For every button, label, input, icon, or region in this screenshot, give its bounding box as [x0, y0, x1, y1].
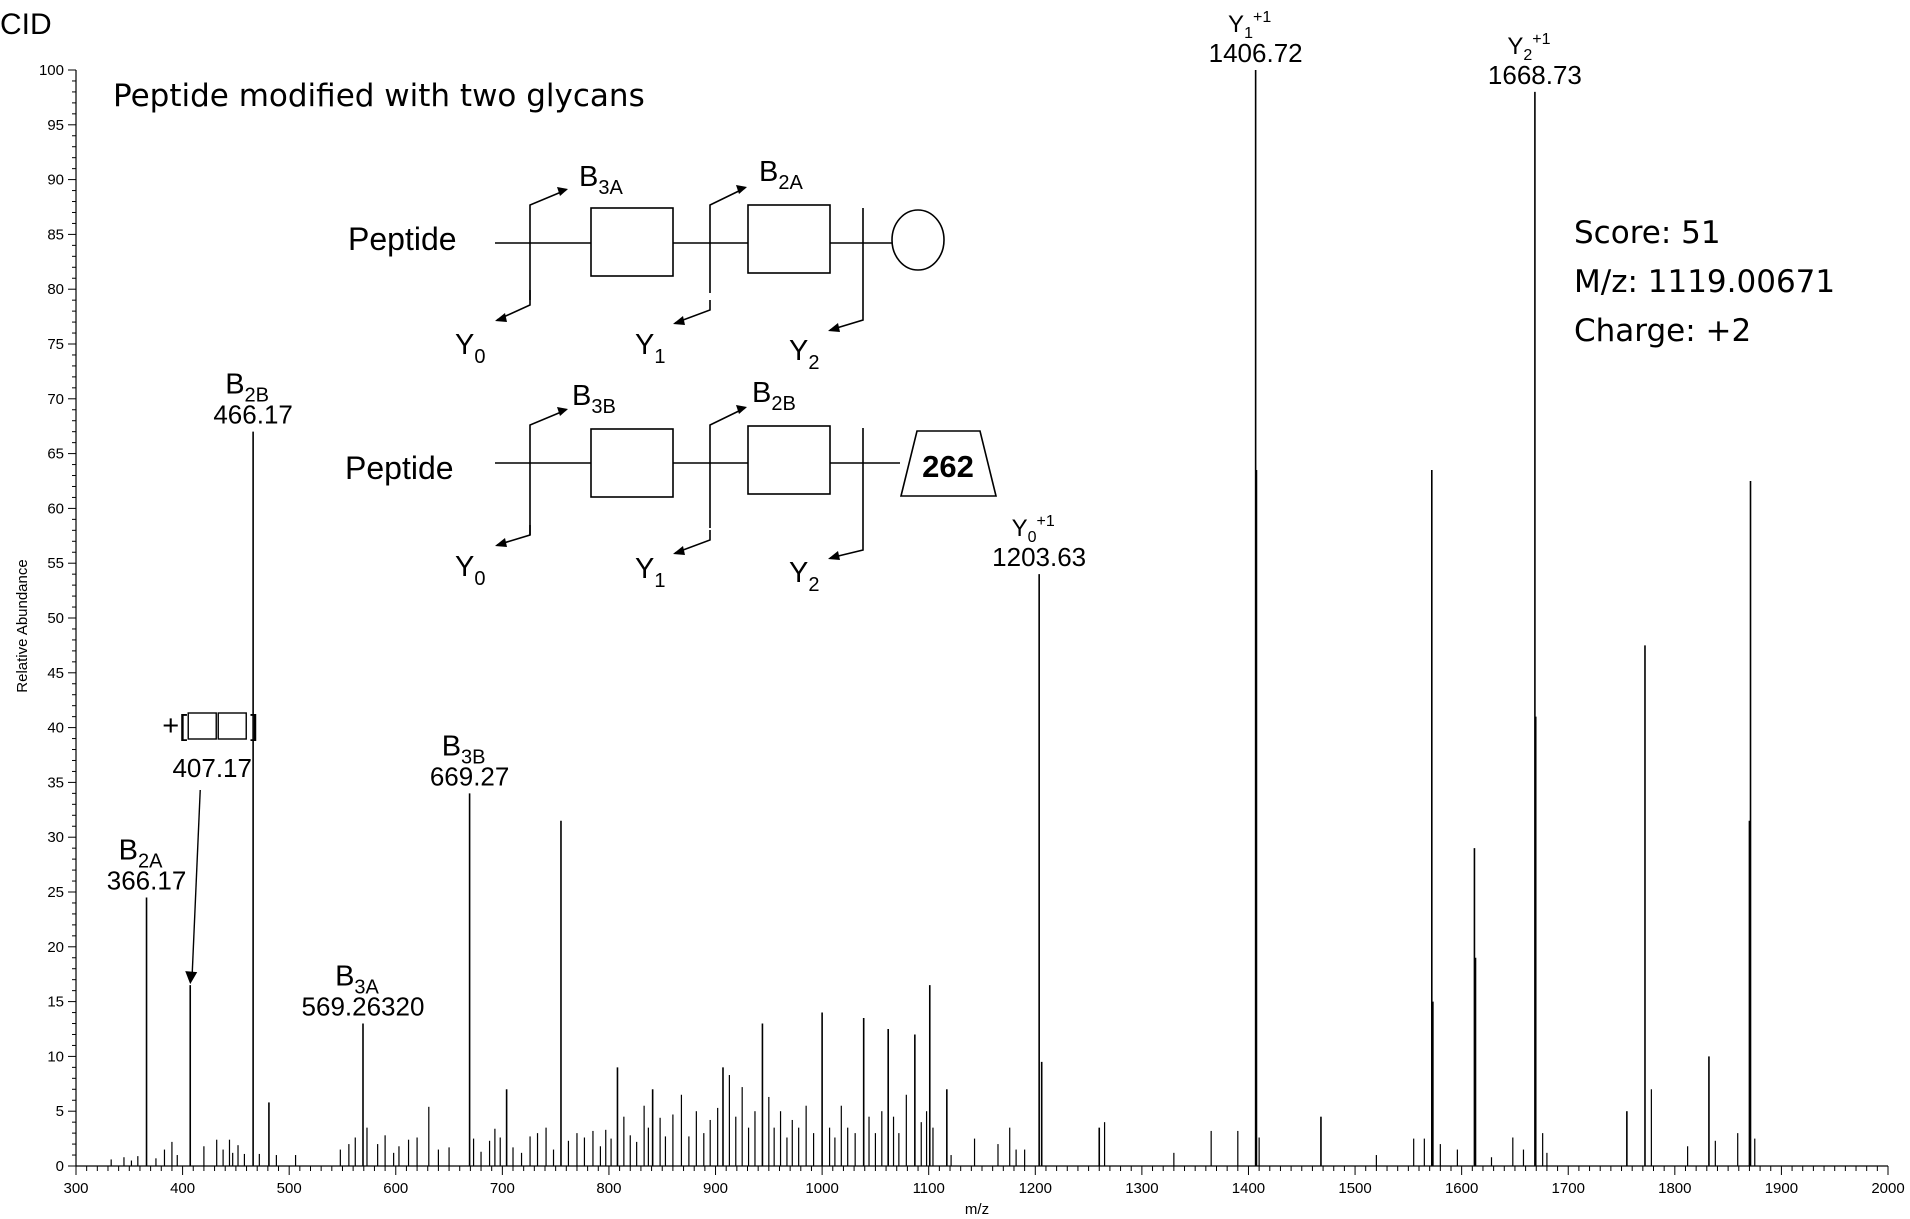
x-tick-label: 800 [596, 1180, 621, 1197]
annotation-ion: Y2+1 [1507, 31, 1550, 64]
annotation-bracket: ] [250, 710, 258, 742]
x-tick-label: 900 [703, 1180, 728, 1197]
x-tick-label: 1700 [1552, 1180, 1585, 1197]
x-tick-label: 300 [63, 1180, 88, 1197]
label-b3a: B3A [579, 161, 623, 199]
x-tick-label: 1000 [805, 1180, 838, 1197]
y-tick-label: 5 [56, 1103, 64, 1120]
x-tick-label: 1600 [1445, 1180, 1478, 1197]
x-tick-label: 1300 [1125, 1180, 1158, 1197]
label-y2-b: Y2 [789, 557, 819, 596]
peptide-label-b: Peptide [345, 450, 454, 486]
annotation-value: 1668.73 [1488, 60, 1582, 90]
glycan-diagram [495, 185, 998, 560]
arrow-head-icon [185, 971, 198, 985]
annotation-value: 1406.72 [1209, 38, 1303, 68]
annotation-ion: +[ [162, 710, 187, 742]
label-y1-a: Y1 [635, 329, 665, 368]
x-axis-label: m/z [965, 1201, 989, 1218]
annotation-arrow [191, 789, 201, 974]
y-tick-label: 100 [39, 62, 64, 79]
annotation-value: 569.26320 [302, 992, 425, 1022]
y-tick-label: 75 [47, 336, 64, 353]
x-tick-label: 1500 [1338, 1180, 1371, 1197]
x-tick-label: 2000 [1871, 1180, 1904, 1197]
annotation-ion: B3A [335, 961, 379, 999]
label-y2-a: Y2 [789, 335, 819, 374]
x-tick-label: 400 [170, 1180, 195, 1197]
x-tick-label: 1200 [1019, 1180, 1052, 1197]
y-tick-label: 15 [47, 994, 64, 1011]
annotation-value: 669.27 [430, 761, 510, 791]
glycan-structure-a [495, 185, 945, 332]
y-tick-label: 10 [47, 1048, 64, 1065]
y-tick-label: 55 [47, 555, 64, 572]
label-y0-a: Y0 [455, 329, 485, 368]
y-axis-label: Relative Abundance [14, 559, 31, 692]
axes: 0 5 10 15 20 25 30 35 40 45 50 55 60 65 70 75 80 85 90 95 10… [39, 62, 1905, 1197]
y-tick-label: 25 [47, 884, 64, 901]
hexose-square-icon [217, 712, 247, 740]
label-b2b: B2B [752, 377, 796, 415]
peptide-label-a: Peptide [348, 221, 457, 257]
annotation-ion: B2A [119, 834, 163, 872]
y-tick-label: 20 [47, 939, 64, 956]
x-tick-label: 1100 [913, 1180, 945, 1197]
y-tick-label: 65 [47, 446, 64, 463]
x-tick-label: 1900 [1765, 1180, 1798, 1197]
label-y1-b: Y1 [635, 553, 665, 592]
y-tick-label: 45 [47, 665, 64, 682]
label-y0-b: Y0 [455, 551, 485, 590]
x-tick-label: 1800 [1658, 1180, 1691, 1197]
y-tick-label: 90 [47, 172, 64, 189]
y-tick-label: 30 [47, 829, 64, 846]
y-tick-label: 40 [47, 720, 64, 737]
label-b2a: B2A [759, 156, 803, 194]
x-tick-label: 500 [277, 1180, 302, 1197]
y-tick-label: 80 [47, 281, 64, 298]
y-tick-label: 70 [47, 391, 64, 408]
x-tick-label: 600 [383, 1180, 408, 1197]
charge-text: Charge: +2 [1574, 313, 1751, 349]
annotation-value: 407.17 [172, 753, 252, 783]
x-tick-label: 1400 [1232, 1180, 1265, 1197]
glycan-structure-b [495, 405, 998, 560]
annotation-ion: Y1+1 [1228, 9, 1271, 42]
y-tick-label: 60 [47, 500, 64, 517]
annotation-value: 466.17 [213, 400, 293, 430]
panel-label: CID [0, 8, 52, 41]
y-tick-label: 35 [47, 774, 64, 791]
hexose-square-icon [187, 712, 217, 740]
y-tick-label: 95 [47, 117, 64, 134]
chart-title: Peptide modified with two glycans [113, 78, 645, 114]
x-tick-label: 700 [490, 1180, 515, 1197]
annotation-407: +[] 407.17 [162, 710, 258, 985]
peak-annotations: 366.17B2A+[]407.17466.17B2B569.26320B3A6… [107, 9, 1582, 1022]
terminal-262: 262 [922, 449, 974, 484]
score-text: Score: 51 [1574, 215, 1721, 251]
y-tick-label: 85 [47, 226, 64, 243]
annotation-ion: Y0+1 [1012, 513, 1055, 546]
spectrum-peaks [110, 70, 1756, 1166]
y-tick-label: 0 [56, 1158, 64, 1175]
mz-text: M/z: 1119.00671 [1574, 264, 1835, 300]
annotation-value: 1203.63 [992, 542, 1086, 572]
annotation-value: 366.17 [107, 865, 187, 895]
y-tick-label: 50 [47, 610, 64, 627]
annotation-ion: B2B [225, 369, 269, 407]
annotation-ion: B3B [442, 730, 486, 768]
glycan-labels: Peptide Peptide B3A B2A B3B B2B Y0 Y1 Y2… [345, 156, 974, 596]
label-b3b: B3B [572, 380, 616, 418]
